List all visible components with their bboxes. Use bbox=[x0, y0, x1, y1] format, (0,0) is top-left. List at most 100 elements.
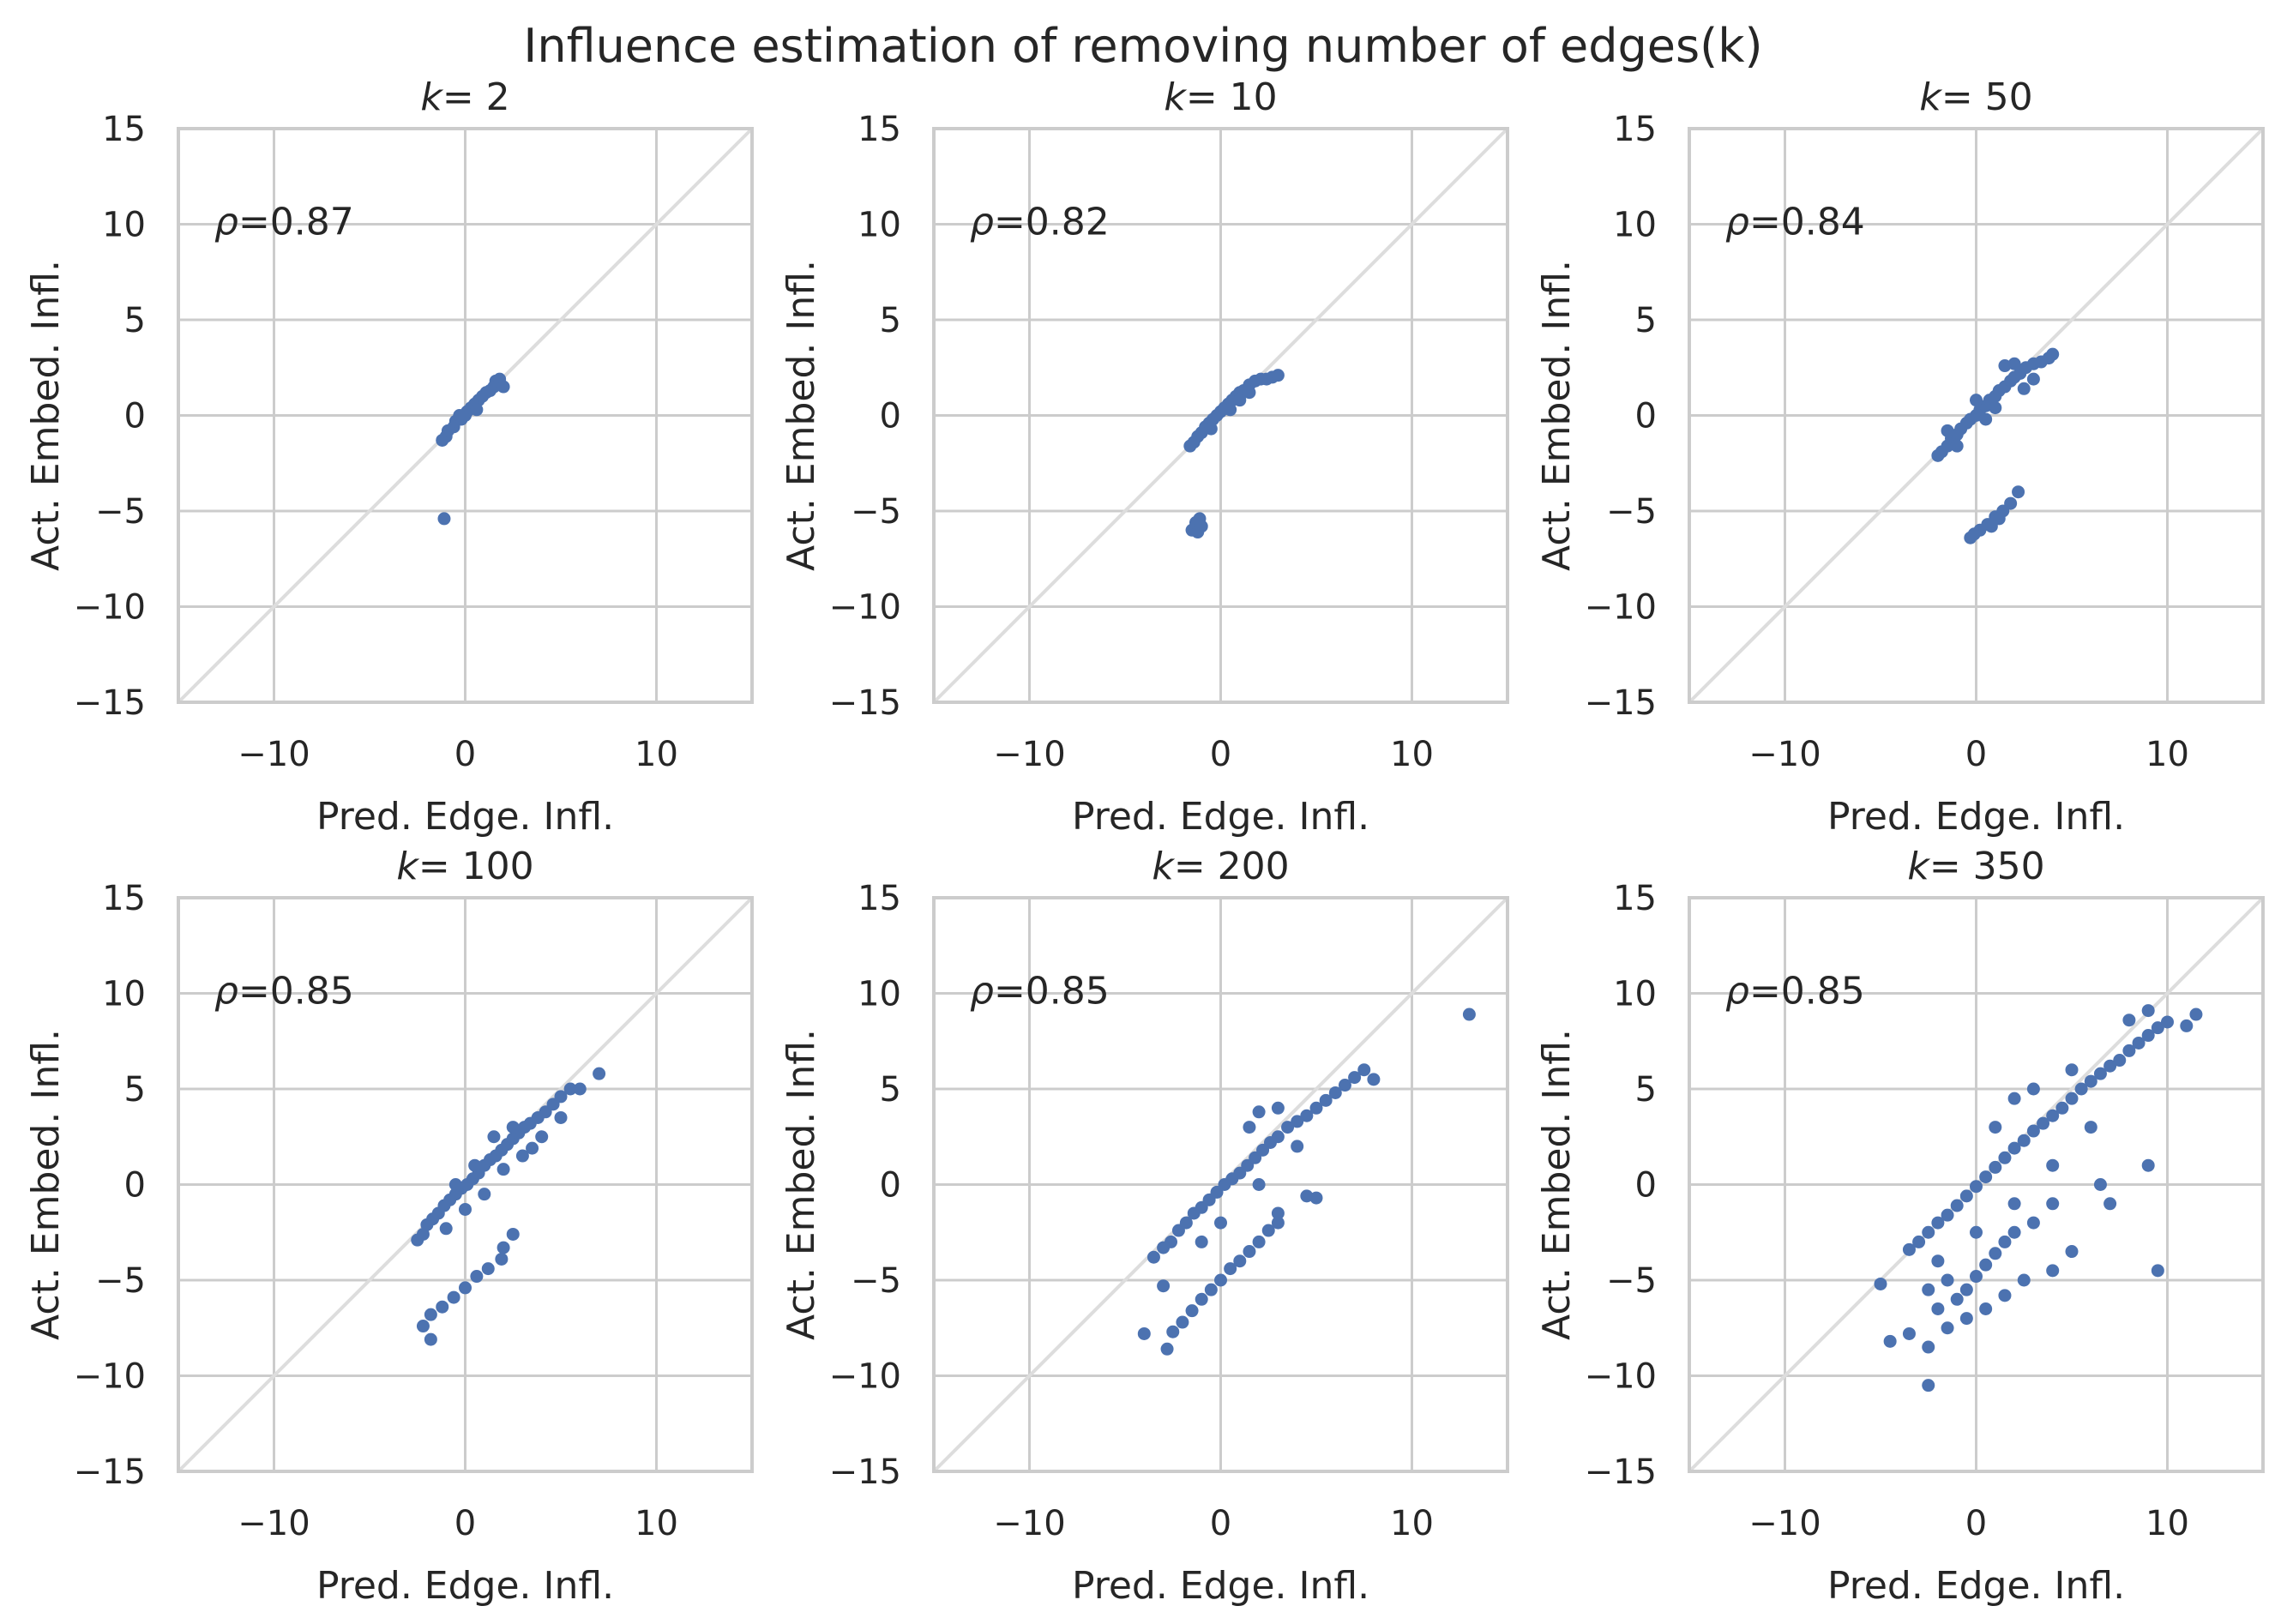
scatter-point bbox=[1922, 1283, 1935, 1296]
scatter-point bbox=[1970, 1180, 1983, 1194]
scatter-point bbox=[1191, 526, 1205, 539]
scatter-point bbox=[2007, 1225, 2021, 1239]
figure-title: Influence estimation of removing number … bbox=[523, 19, 1762, 73]
y-tick-label: −10 bbox=[74, 1357, 146, 1397]
scatter-point bbox=[1912, 1235, 1926, 1248]
scatter-point bbox=[1281, 1121, 1295, 1134]
scatter-point bbox=[448, 1178, 462, 1191]
scatter-point bbox=[478, 1188, 491, 1201]
scatter-point bbox=[1291, 1115, 1304, 1128]
scatter-point bbox=[497, 1241, 510, 1254]
scatter-point bbox=[2151, 1264, 2164, 1278]
y-tick-label: 0 bbox=[880, 1166, 901, 1206]
scatter-point bbox=[2141, 1004, 2155, 1018]
x-axis-label: Pred. Edge. Infl. bbox=[1072, 1564, 1369, 1608]
x-tick-label: −10 bbox=[1748, 735, 1821, 774]
y-tick-label: −15 bbox=[74, 1453, 146, 1492]
y-tick-label: −15 bbox=[829, 683, 901, 723]
subplot-title-value: = 2 bbox=[442, 75, 510, 119]
scatter-point bbox=[1271, 1101, 1285, 1115]
x-tick-label: −10 bbox=[1748, 1504, 1821, 1543]
scatter-point bbox=[2007, 1092, 2021, 1105]
scatter-point bbox=[470, 403, 484, 417]
scatter-point bbox=[1941, 424, 1954, 437]
correlation-annotation: ρ=0.85 bbox=[214, 970, 354, 1013]
scatter-point bbox=[2065, 1063, 2079, 1077]
scatter-point bbox=[2004, 496, 2018, 510]
y-tick-label: 10 bbox=[1613, 975, 1657, 1014]
subplot-6: k= 350 ρ=0.85 −10 0 10 15 10 5 0 −5 −10 −15 Pred. Ed… bbox=[1535, 845, 2265, 1608]
scatter-point bbox=[1959, 1189, 1973, 1203]
y-tick-label: 15 bbox=[858, 110, 901, 149]
scatter-point bbox=[2084, 1121, 2097, 1134]
scatter-point bbox=[424, 1308, 437, 1321]
scatter-point bbox=[1998, 1289, 2012, 1302]
y-tick-label: 5 bbox=[880, 1070, 901, 1110]
correlation-annotation: ρ=0.84 bbox=[1725, 201, 1865, 244]
scatter-point bbox=[515, 1149, 529, 1163]
y-tick-label: 10 bbox=[1613, 206, 1657, 245]
scatter-point bbox=[1204, 422, 1218, 436]
scatter-point bbox=[1950, 1292, 1964, 1306]
scatter-point bbox=[593, 1067, 606, 1080]
rho-symbol: ρ bbox=[214, 970, 238, 1013]
scatter-point bbox=[1989, 1160, 2002, 1174]
scatter-point bbox=[1989, 401, 2002, 415]
y-tick-label: 10 bbox=[102, 975, 146, 1014]
scatter-point bbox=[1941, 1273, 1954, 1287]
scatter-point bbox=[459, 1202, 472, 1216]
rho-symbol: ρ bbox=[970, 970, 994, 1013]
scatter-point bbox=[2017, 1134, 2031, 1147]
scatter-point bbox=[1224, 403, 1237, 417]
scatter-point bbox=[1967, 527, 1981, 541]
subplot-title-var: k bbox=[1907, 845, 1930, 888]
y-tick-label: −5 bbox=[95, 1261, 146, 1301]
scatter-series bbox=[436, 372, 510, 526]
x-axis-label: Pred. Edge. Infl. bbox=[316, 1564, 614, 1608]
scatter-point bbox=[1970, 1225, 1983, 1239]
rho-value: =0.85 bbox=[238, 970, 354, 1013]
plot-frame bbox=[177, 896, 754, 1473]
scatter-point bbox=[1252, 1178, 1266, 1191]
y-tick-label: 0 bbox=[1635, 397, 1657, 436]
scatter-point bbox=[1271, 1130, 1285, 1144]
y-tick-label: −10 bbox=[1585, 1357, 1657, 1397]
plot-frame bbox=[177, 127, 754, 704]
scatter-point bbox=[2093, 1067, 2107, 1080]
scatter-point bbox=[2065, 1245, 2079, 1259]
scatter-point bbox=[2007, 1197, 2021, 1211]
subplot-title-var: k bbox=[1919, 75, 1942, 119]
scatter-point bbox=[2141, 1029, 2155, 1043]
scatter-point bbox=[1883, 1334, 1897, 1348]
scatter-point bbox=[1989, 1121, 2002, 1134]
x-axis-label: Pred. Edge. Infl. bbox=[1827, 795, 2125, 839]
y-tick-label: −10 bbox=[74, 588, 146, 628]
y-tick-label: 5 bbox=[124, 301, 146, 340]
y-tick-label: −5 bbox=[95, 492, 146, 532]
x-tick-label: 10 bbox=[1390, 1504, 1434, 1543]
scatter-point bbox=[1147, 1250, 1160, 1264]
y-tick-label: 0 bbox=[1635, 1166, 1657, 1206]
x-tick-label: 0 bbox=[1965, 735, 1987, 774]
scatter-point bbox=[1970, 394, 1983, 407]
scatter-point bbox=[2103, 1197, 2117, 1211]
y-tick-label: 15 bbox=[102, 110, 146, 149]
scatter-point bbox=[1271, 1206, 1285, 1220]
x-tick-label: 10 bbox=[2146, 1504, 2189, 1543]
scatter-point bbox=[1367, 1073, 1381, 1086]
rho-symbol: ρ bbox=[1725, 201, 1749, 244]
y-tick-label: 15 bbox=[1613, 879, 1657, 918]
scatter-point bbox=[1902, 1242, 1916, 1256]
scatter-point bbox=[563, 1082, 577, 1096]
subplot-title: k= 2 bbox=[420, 75, 509, 119]
scatter-point bbox=[2012, 485, 2025, 499]
y-tick-label: 15 bbox=[102, 879, 146, 918]
scatter-point bbox=[1922, 1340, 1935, 1354]
scatter-point bbox=[1243, 1121, 1256, 1134]
scatter-point bbox=[2113, 1054, 2127, 1068]
scatter-point bbox=[1931, 1216, 1945, 1230]
scatter-point bbox=[2046, 1197, 2060, 1211]
scatter-point bbox=[1979, 1170, 1993, 1184]
x-tick-label: −10 bbox=[993, 735, 1065, 774]
